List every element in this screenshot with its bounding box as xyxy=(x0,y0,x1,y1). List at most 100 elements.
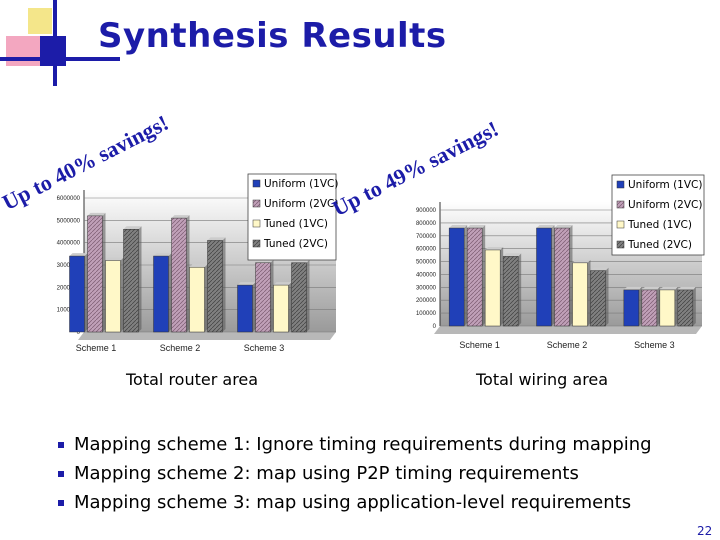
bar-top xyxy=(536,225,555,229)
legend-swatch xyxy=(616,180,625,189)
bar-top xyxy=(273,282,292,286)
bar xyxy=(659,289,676,327)
bar-top xyxy=(641,286,660,290)
y-tick-label: 1000000 xyxy=(57,308,81,314)
bullet-item: Mapping scheme 3: map using application-… xyxy=(58,488,652,517)
bar xyxy=(484,249,501,327)
bar-side xyxy=(204,264,208,332)
legend-label: Uniform (2VC) xyxy=(628,199,702,211)
bar xyxy=(554,227,570,327)
legend-swatch xyxy=(616,220,625,229)
y-tick-label: 3000000 xyxy=(57,263,81,269)
bar xyxy=(572,262,588,327)
bar xyxy=(677,289,694,327)
bar-top xyxy=(105,257,124,261)
wiring-area-caption: Total wiring area xyxy=(476,370,609,389)
bar-side xyxy=(674,286,678,326)
chart-legend xyxy=(611,174,705,256)
bar-side xyxy=(252,282,256,332)
legend-label: Uniform (2VC) xyxy=(264,198,338,210)
y-tick-label: 300000 xyxy=(416,285,437,291)
bar xyxy=(105,260,121,333)
bar-top xyxy=(189,264,208,268)
bar-side xyxy=(692,286,696,326)
bar xyxy=(87,215,103,333)
y-tick-label: 6000000 xyxy=(57,196,81,202)
legend-label: Tuned (1VC) xyxy=(627,219,692,231)
legend-swatch xyxy=(616,240,625,249)
x-tick-label: Scheme 1 xyxy=(459,340,500,350)
bar-side xyxy=(270,259,274,332)
bar-side xyxy=(288,282,292,332)
bullet-list: Mapping scheme 1: Ignore timing requirem… xyxy=(58,430,652,517)
bar-side xyxy=(120,257,124,332)
bar-side xyxy=(569,225,573,326)
bar xyxy=(255,262,271,333)
bar xyxy=(153,255,169,333)
y-tick-label: 2000000 xyxy=(57,285,81,291)
bar-top xyxy=(503,253,522,257)
bar xyxy=(502,256,519,327)
bar-side xyxy=(186,215,190,332)
router-area-chart: 0 1000000 2000000 3000000 4000000 5000000 6000… xyxy=(57,173,338,353)
bar-top xyxy=(449,225,468,229)
bar-top xyxy=(153,253,172,257)
chart-floor xyxy=(78,332,336,340)
bar xyxy=(536,227,552,327)
legend-label: Tuned (1VC) xyxy=(263,218,328,230)
bar-top xyxy=(659,286,678,290)
y-tick-label: 400000 xyxy=(416,272,437,278)
bullet-item: Mapping scheme 2: map using P2P timing r… xyxy=(58,459,652,488)
bar xyxy=(590,270,606,327)
x-tick-label: Scheme 1 xyxy=(76,343,117,353)
chart-legend xyxy=(247,173,337,261)
legend-swatch xyxy=(616,200,625,209)
bar-side xyxy=(138,226,142,332)
y-tick-label: 200000 xyxy=(416,298,437,304)
legend-swatch xyxy=(252,179,261,188)
bar xyxy=(641,289,658,327)
bar-side xyxy=(605,267,609,326)
decor-yellow-square xyxy=(28,8,52,34)
bar xyxy=(466,227,483,327)
y-tick-label: 5000000 xyxy=(57,218,81,224)
bar xyxy=(448,227,465,327)
x-tick-label: Scheme 2 xyxy=(160,343,201,353)
wiring-area-chart: 0 100000 200000 300000 400000 500000 600000 700… xyxy=(416,174,705,350)
bar xyxy=(291,262,307,333)
bar-side xyxy=(500,246,504,326)
y-tick-label: 0 xyxy=(433,324,437,330)
bar-top xyxy=(623,286,642,290)
legend-swatch xyxy=(252,199,261,208)
y-tick-label: 100000 xyxy=(416,311,437,317)
bar-side xyxy=(168,253,172,332)
decor-pink-square xyxy=(6,36,40,66)
bar xyxy=(273,284,289,333)
bullet-square-icon xyxy=(58,471,64,477)
bar-top xyxy=(485,246,504,250)
router-area-caption: Total router area xyxy=(126,370,259,389)
title-decoration xyxy=(0,0,120,86)
bar xyxy=(207,240,223,333)
bar xyxy=(237,284,253,333)
y-tick-label: 700000 xyxy=(416,234,437,240)
y-tick-label: 600000 xyxy=(416,247,437,253)
bar-top xyxy=(291,259,310,263)
bar xyxy=(171,217,187,333)
legend-swatch xyxy=(252,219,261,228)
bullet-item: Mapping scheme 1: Ignore timing requirem… xyxy=(58,430,652,459)
bar-top xyxy=(69,253,88,257)
bar-side xyxy=(518,253,522,326)
bullet-square-icon xyxy=(58,500,64,506)
bar-top xyxy=(467,225,486,229)
bar-side xyxy=(222,237,226,332)
bar-top xyxy=(123,226,142,230)
y-tick-label: 800000 xyxy=(416,221,437,227)
page-number: 22 xyxy=(697,524,713,538)
bar-side xyxy=(638,286,642,326)
bullet-text: Mapping scheme 2: map using P2P timing r… xyxy=(74,463,579,484)
bar-side xyxy=(656,286,660,326)
y-tick-label: 500000 xyxy=(416,260,437,266)
bar-side xyxy=(306,259,310,332)
bullet-square-icon xyxy=(58,442,64,448)
